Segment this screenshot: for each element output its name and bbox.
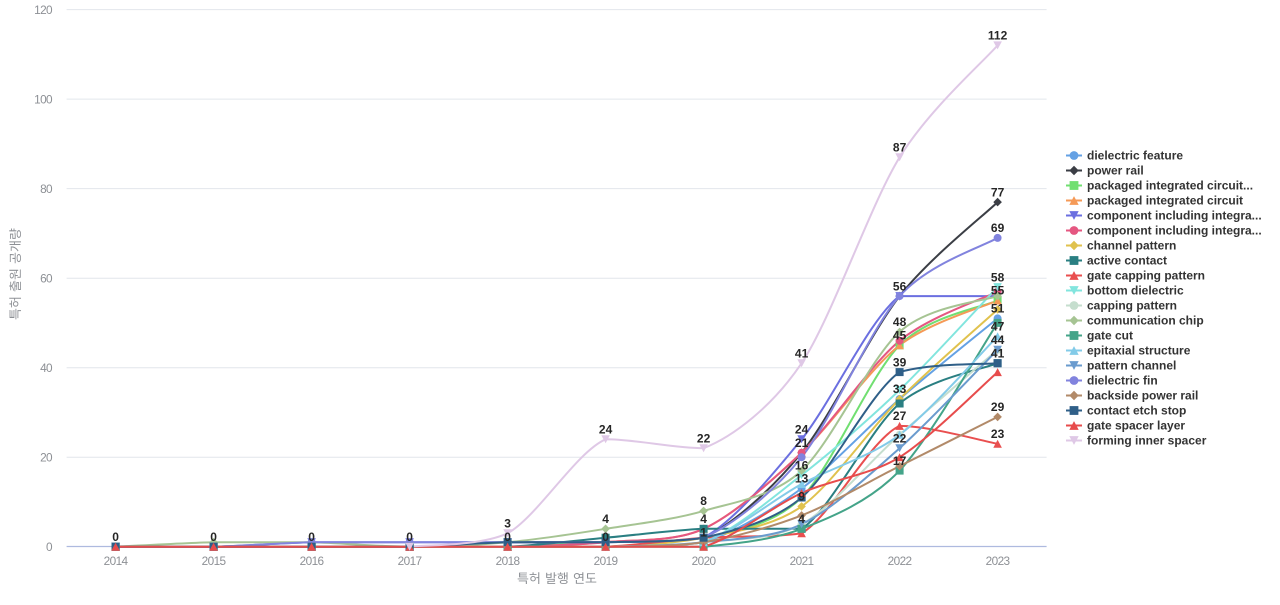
svg-text:80: 80 (40, 182, 53, 196)
svg-text:0: 0 (504, 530, 511, 544)
svg-text:capping pattern: capping pattern (1087, 299, 1177, 313)
svg-text:45: 45 (893, 329, 907, 343)
svg-text:component including integra...: component including integra... (1087, 209, 1262, 223)
svg-text:0: 0 (308, 530, 315, 544)
svg-text:2021: 2021 (790, 554, 814, 568)
svg-text:60: 60 (40, 272, 53, 286)
svg-text:16: 16 (795, 458, 809, 472)
svg-text:69: 69 (991, 221, 1005, 235)
svg-text:29: 29 (991, 400, 1005, 414)
svg-text:22: 22 (697, 431, 711, 445)
svg-text:9: 9 (798, 490, 805, 504)
svg-text:0: 0 (602, 530, 609, 544)
svg-text:active contact: active contact (1087, 254, 1167, 268)
svg-text:100: 100 (34, 92, 53, 106)
svg-text:20: 20 (40, 451, 53, 465)
svg-text:77: 77 (991, 185, 1005, 199)
svg-text:pattern channel: pattern channel (1087, 359, 1176, 373)
svg-text:24: 24 (795, 423, 809, 437)
svg-text:0: 0 (210, 530, 217, 544)
svg-text:33: 33 (893, 382, 907, 396)
svg-text:13: 13 (795, 472, 809, 486)
svg-text:4: 4 (798, 512, 805, 526)
svg-text:bottom dielectric: bottom dielectric (1087, 284, 1184, 298)
svg-text:contact etch stop: contact etch stop (1087, 404, 1186, 418)
svg-text:1: 1 (700, 525, 707, 539)
svg-text:0: 0 (406, 530, 413, 544)
svg-text:22: 22 (893, 431, 907, 445)
svg-text:41: 41 (795, 346, 809, 360)
svg-text:39: 39 (893, 355, 907, 369)
svg-text:2019: 2019 (594, 554, 618, 568)
svg-text:4: 4 (602, 512, 609, 526)
svg-text:41: 41 (991, 346, 1005, 360)
svg-text:forming inner spacer: forming inner spacer (1087, 434, 1207, 448)
svg-text:21: 21 (795, 436, 809, 450)
svg-text:51: 51 (991, 302, 1005, 316)
svg-text:2016: 2016 (300, 554, 325, 568)
svg-text:2014: 2014 (104, 554, 129, 568)
svg-text:channel pattern: channel pattern (1087, 239, 1176, 253)
svg-text:backside power rail: backside power rail (1087, 389, 1198, 403)
svg-text:112: 112 (988, 29, 1008, 43)
svg-text:47: 47 (991, 320, 1005, 334)
svg-text:0: 0 (112, 530, 119, 544)
svg-text:packaged integrated circuit...: packaged integrated circuit... (1087, 179, 1253, 193)
svg-text:58: 58 (991, 270, 1005, 284)
svg-text:24: 24 (599, 423, 613, 437)
svg-text:power rail: power rail (1087, 164, 1144, 178)
svg-text:2022: 2022 (888, 554, 912, 568)
svg-text:component including integra...: component including integra... (1087, 224, 1262, 238)
svg-text:gate capping pattern: gate capping pattern (1087, 269, 1205, 283)
svg-text:120: 120 (34, 3, 53, 17)
svg-text:87: 87 (893, 141, 907, 155)
svg-text:17: 17 (893, 454, 907, 468)
svg-text:gate cut: gate cut (1087, 329, 1133, 343)
svg-text:2020: 2020 (692, 554, 717, 568)
svg-text:4: 4 (700, 512, 707, 526)
svg-text:27: 27 (893, 409, 907, 423)
svg-text:gate spacer layer: gate spacer layer (1087, 419, 1185, 433)
svg-text:44: 44 (991, 333, 1005, 347)
svg-text:55: 55 (991, 284, 1005, 298)
svg-text:epitaxial structure: epitaxial structure (1087, 344, 1191, 358)
svg-text:communication chip: communication chip (1087, 314, 1204, 328)
svg-text:3: 3 (504, 517, 511, 531)
svg-text:56: 56 (893, 279, 907, 293)
svg-text:dielectric feature: dielectric feature (1087, 149, 1183, 163)
svg-text:2018: 2018 (496, 554, 521, 568)
svg-text:40: 40 (40, 361, 53, 375)
svg-text:0: 0 (46, 540, 53, 554)
svg-text:23: 23 (991, 427, 1005, 441)
svg-text:2023: 2023 (986, 554, 1011, 568)
svg-text:48: 48 (893, 315, 907, 329)
svg-text:8: 8 (700, 494, 707, 508)
svg-text:dielectric fin: dielectric fin (1087, 374, 1158, 388)
svg-text:packaged integrated circuit: packaged integrated circuit (1087, 194, 1243, 208)
svg-text:2015: 2015 (202, 554, 227, 568)
svg-text:2017: 2017 (398, 554, 422, 568)
